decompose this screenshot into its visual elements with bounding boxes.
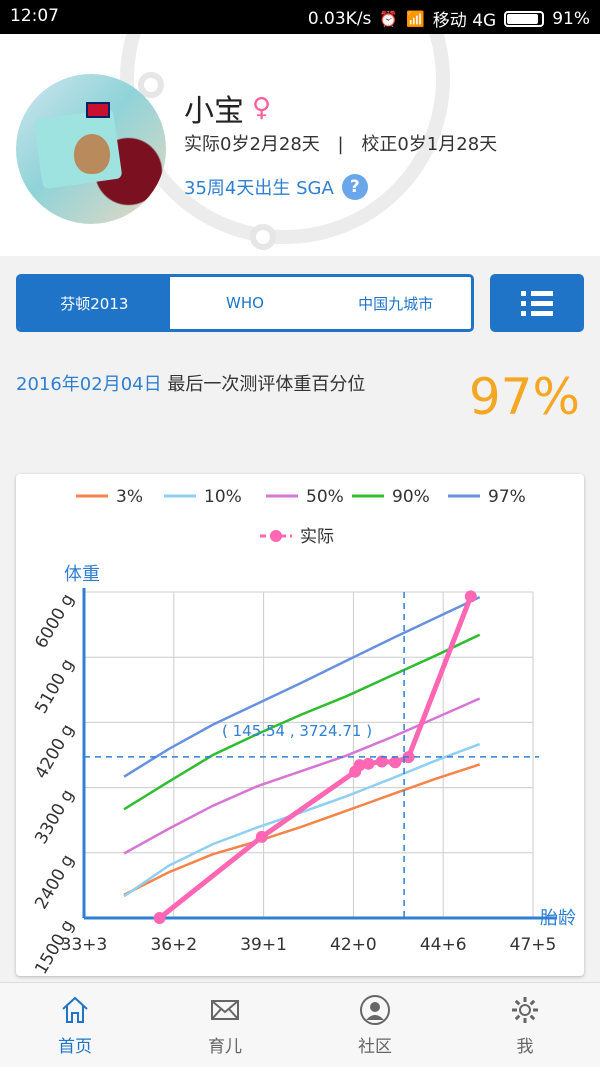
- series-line-90pct: [123, 633, 481, 811]
- status-speed: 0.03K/s: [307, 8, 372, 29]
- status-battery: 91%: [552, 8, 590, 29]
- age-corrected: 校正0岁1月28天: [361, 134, 498, 155]
- x-tick-label: 33+3: [61, 935, 108, 955]
- data-point-actual[interactable]: [255, 830, 268, 843]
- avatar-bear: [74, 134, 110, 174]
- alarm-icon: ⏰: [379, 9, 399, 28]
- data-point-actual[interactable]: [353, 759, 366, 772]
- x-tick-label: 47+5: [510, 935, 557, 955]
- mail-icon: [211, 999, 239, 1020]
- age-actual: 实际0岁2月28天: [184, 134, 320, 155]
- series-line-3pct: [123, 763, 481, 896]
- y-tick-label: 6000 g: [31, 591, 78, 653]
- legend-label: 50%: [306, 487, 344, 507]
- birth-info: 35周4天出生 SGA: [184, 178, 334, 199]
- crosshair-label: ( 145.54 , 3724.71 ): [222, 722, 372, 740]
- nav-home-label: 首页: [58, 1036, 92, 1057]
- nav-parenting-label: 育儿: [208, 1036, 242, 1057]
- data-point-actual[interactable]: [375, 755, 388, 768]
- weight-percentile: 97%: [468, 368, 580, 426]
- baby-name-row: 小宝 ♀: [184, 86, 271, 130]
- y-tick-label: 4200 g: [31, 721, 78, 783]
- birth-info-row: 35周4天出生 SGA ?: [184, 174, 368, 200]
- y-tick-label: 2400 g: [31, 851, 78, 913]
- tab-china-nine-cities[interactable]: 中国九城市: [358, 294, 434, 313]
- status-carrier: 移动 4G: [432, 11, 497, 31]
- data-point-actual[interactable]: [153, 912, 166, 924]
- nav-me[interactable]: 我: [450, 983, 600, 1067]
- y-tick-label: 3300 g: [31, 786, 78, 848]
- assessment-summary: 2016年02月04日 最后一次测评体重百分位: [16, 368, 366, 402]
- x-tick-label: 44+6: [420, 935, 467, 955]
- battery-level: [507, 13, 539, 24]
- home-icon: [62, 996, 88, 1023]
- community-icon: [360, 994, 390, 1025]
- decorative-dot: [250, 224, 276, 250]
- growth-chart-card: 3% 10% 50% 90% 97% 实际体重胎龄 33+3 36+2 39+1 42+0 44+6…: [16, 474, 584, 976]
- series-line-10pct: [123, 742, 481, 898]
- assessment-date: 2016年02月04日: [16, 374, 162, 395]
- y-axis-label: 体重: [64, 564, 100, 585]
- tab-who[interactable]: WHO: [226, 294, 264, 312]
- list-icon: [521, 290, 553, 316]
- age-row: 实际0岁2月28天 | 校正0岁1月28天: [184, 130, 497, 156]
- data-point-actual[interactable]: [389, 756, 402, 769]
- status-time: 12:07: [10, 6, 59, 26]
- data-point-actual[interactable]: [464, 590, 477, 603]
- legend-label: 实际: [300, 527, 334, 547]
- tab-fenton[interactable]: 芬顿2013: [19, 277, 170, 329]
- battery-icon: [504, 10, 545, 27]
- bottom-nav: 首页 育儿 社区 我: [0, 982, 600, 1067]
- legend-label: 3%: [116, 487, 143, 507]
- female-icon: ♀: [252, 93, 272, 123]
- assessment-text: 最后一次测评体重百分位: [167, 374, 366, 395]
- list-menu-button[interactable]: [490, 274, 584, 332]
- legend-label: 97%: [488, 487, 526, 507]
- standard-tabs: 芬顿2013 WHO 中国九城市: [16, 274, 474, 332]
- x-tick-label: 39+1: [240, 935, 287, 955]
- nav-community-label: 社区: [358, 1036, 392, 1057]
- x-axis-label: 胎龄: [540, 908, 576, 929]
- legend-label: 10%: [204, 487, 242, 507]
- data-point-actual[interactable]: [362, 757, 375, 770]
- baby-name: 小宝: [184, 94, 244, 129]
- nav-home[interactable]: 首页: [0, 983, 150, 1067]
- wifi-icon: 📶: [406, 9, 425, 28]
- x-tick-label: 42+0: [330, 935, 377, 955]
- avatar[interactable]: [16, 74, 166, 224]
- age-separator: |: [337, 134, 344, 155]
- nav-community[interactable]: 社区: [300, 983, 450, 1067]
- nav-me-label: 我: [516, 1036, 534, 1057]
- nav-parenting[interactable]: 育儿: [150, 983, 300, 1067]
- gear-icon: [512, 996, 538, 1023]
- series-line-97pct: [123, 595, 481, 778]
- legend-marker: [270, 530, 282, 542]
- legend-label: 90%: [392, 487, 430, 507]
- avatar-flag: [86, 102, 110, 118]
- help-icon[interactable]: ?: [341, 174, 368, 200]
- x-tick-label: 36+2: [150, 935, 197, 955]
- y-tick-label: 5100 g: [31, 656, 78, 718]
- profile-header: 小宝 ♀ 实际0岁2月28天 | 校正0岁1月28天 35周4天出生 SGA ?: [0, 34, 600, 256]
- status-bar: 12:07 0.03K/s ⏰ 📶 移动 4G 91%: [0, 0, 600, 34]
